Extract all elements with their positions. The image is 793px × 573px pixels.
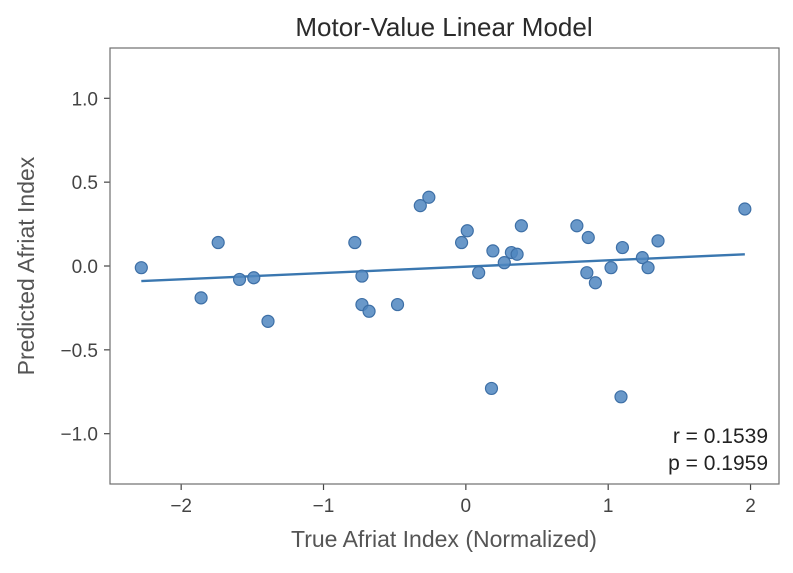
data-point	[510, 247, 524, 261]
data-point	[615, 240, 630, 255]
data-point	[614, 390, 628, 404]
y-tick-label: 0.0	[72, 257, 98, 278]
data-point	[484, 381, 499, 396]
x-tick-label: −1	[313, 496, 335, 517]
data-point	[194, 291, 208, 305]
data-points-layer	[134, 190, 752, 404]
data-point	[514, 219, 528, 233]
y-tick-label: −1.0	[60, 425, 98, 446]
data-point	[247, 271, 261, 285]
data-point	[580, 266, 594, 280]
p-value-annotation: p = 0.1959	[668, 452, 768, 475]
data-point	[261, 314, 275, 328]
data-point	[604, 261, 618, 275]
y-tick-label: 0.5	[72, 173, 98, 194]
data-point	[460, 224, 474, 238]
y-tick-label: −0.5	[60, 341, 98, 362]
x-axis-label: True Afriat Index (Normalized)	[291, 526, 597, 552]
data-point	[738, 202, 752, 216]
x-tick-label: −2	[170, 496, 192, 517]
data-point	[472, 266, 486, 280]
y-axis-ticks: 1.0 0.5 0.0 −0.5 −1.0	[60, 89, 110, 446]
y-axis-label: Predicted Afriat Index	[13, 156, 39, 375]
data-point	[486, 244, 500, 258]
x-tick-label: 0	[461, 496, 472, 517]
data-point	[651, 234, 665, 248]
data-point	[232, 272, 247, 287]
data-point	[641, 261, 655, 275]
plot-frame	[109, 47, 780, 485]
data-point	[422, 190, 436, 204]
data-point	[390, 297, 405, 312]
data-point	[581, 230, 595, 245]
data-point	[362, 304, 376, 318]
data-point	[635, 251, 649, 265]
x-tick-label: 2	[745, 496, 756, 517]
data-point	[588, 276, 602, 290]
x-tick-label: 1	[603, 496, 614, 517]
data-point	[211, 235, 225, 250]
y-tick-label: 1.0	[72, 89, 98, 110]
data-point	[413, 199, 427, 213]
data-point	[134, 261, 148, 275]
x-axis-ticks: −2 −1 0 1 2	[170, 484, 756, 517]
r-value-annotation: r = 0.1539	[673, 425, 768, 448]
data-point	[348, 235, 362, 250]
data-point	[454, 235, 469, 250]
data-point	[355, 269, 369, 283]
data-point	[497, 256, 511, 270]
data-point	[570, 219, 584, 233]
chart-title: Motor-Value Linear Model	[295, 12, 592, 42]
